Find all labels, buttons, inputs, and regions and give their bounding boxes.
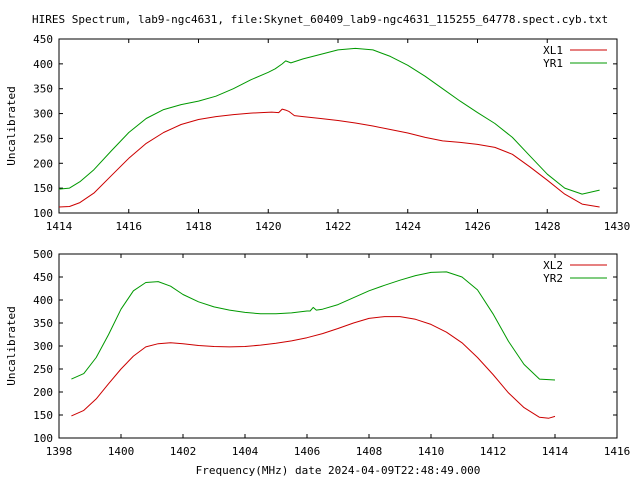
x-tick-label: 1404 [232, 445, 259, 458]
y-tick-label: 450 [33, 271, 53, 284]
y-tick-label: 500 [33, 248, 53, 261]
x-tick-label: 1414 [542, 445, 569, 458]
y-tick-label: 400 [33, 294, 53, 307]
x-tick-label: 1412 [480, 445, 507, 458]
series-line-yr2 [71, 271, 556, 381]
series-line-yr1 [58, 47, 600, 195]
figure-title: HIRES Spectrum, lab9-ngc4631, file:Skyne… [32, 13, 608, 26]
x-tick-label: 1424 [395, 220, 422, 233]
x-tick-label: 1428 [534, 220, 561, 233]
legend-label-yr1: YR1 [543, 57, 563, 70]
x-tick-label: 1430 [604, 220, 631, 233]
x-tick-label: 1410 [418, 445, 445, 458]
x-tick-label: 1414 [46, 220, 73, 233]
x-tick-label: 1418 [185, 220, 212, 233]
y-tick-label: 450 [33, 33, 53, 46]
top-y-axis-label: Uncalibrated [5, 86, 18, 165]
y-tick-label: 400 [33, 58, 53, 71]
x-tick-label: 1422 [325, 220, 352, 233]
x-tick-label: 1426 [464, 220, 491, 233]
y-tick-label: 250 [33, 363, 53, 376]
y-tick-label: 200 [33, 157, 53, 170]
legend-label-xl1: XL1 [543, 44, 563, 57]
y-tick-label: 100 [33, 207, 53, 220]
y-tick-label: 350 [33, 83, 53, 96]
x-tick-label: 1400 [108, 445, 135, 458]
y-tick-label: 100 [33, 432, 53, 445]
bottom-plot-frame [58, 253, 618, 439]
x-tick-label: 1402 [170, 445, 197, 458]
y-tick-label: 300 [33, 108, 53, 121]
x-tick-label: 1398 [46, 445, 73, 458]
bottom-panel: 100 150 200 250 300 350 400 450 500 1398 1400 1402 1… [5, 248, 630, 458]
series-line-xl1 [58, 108, 600, 208]
y-tick-label: 200 [33, 386, 53, 399]
x-tick-label: 1408 [356, 445, 383, 458]
legend-label-yr2: YR2 [543, 272, 563, 285]
x-axis-label: Frequency(MHz) date 2024-04-09T22:48:49.… [196, 464, 481, 477]
y-tick-label: 300 [33, 340, 53, 353]
y-tick-label: 250 [33, 132, 53, 145]
y-tick-label: 350 [33, 317, 53, 330]
y-tick-label: 150 [33, 182, 53, 195]
series-line-xl2 [71, 316, 556, 419]
x-tick-label: 1406 [294, 445, 321, 458]
x-tick-label: 1416 [116, 220, 143, 233]
x-tick-label: 1420 [255, 220, 282, 233]
x-tick-label: 1416 [604, 445, 631, 458]
legend-label-xl2: XL2 [543, 259, 563, 272]
bottom-y-axis-label: Uncalibrated [5, 306, 18, 385]
top-panel: 100 150 200 250 300 350 400 450 1414 1416 1418 1420… [5, 33, 630, 233]
top-plot-frame [58, 38, 618, 214]
y-tick-label: 150 [33, 409, 53, 422]
